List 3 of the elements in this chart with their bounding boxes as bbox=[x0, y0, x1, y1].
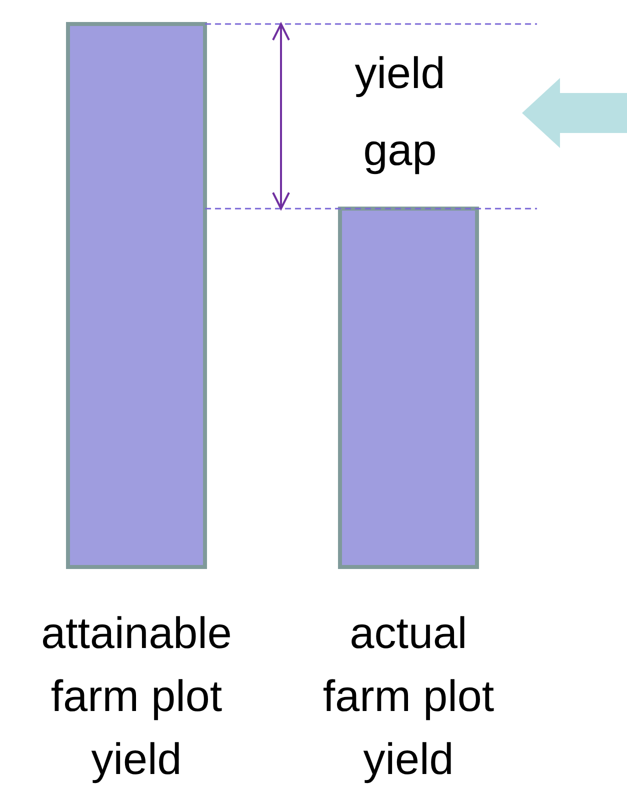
annotation: yield gap bbox=[354, 49, 446, 175]
x-tick-label: actual farm plot yield bbox=[322, 609, 494, 784]
x-tick-label: attainable farm plot yield bbox=[41, 609, 232, 784]
